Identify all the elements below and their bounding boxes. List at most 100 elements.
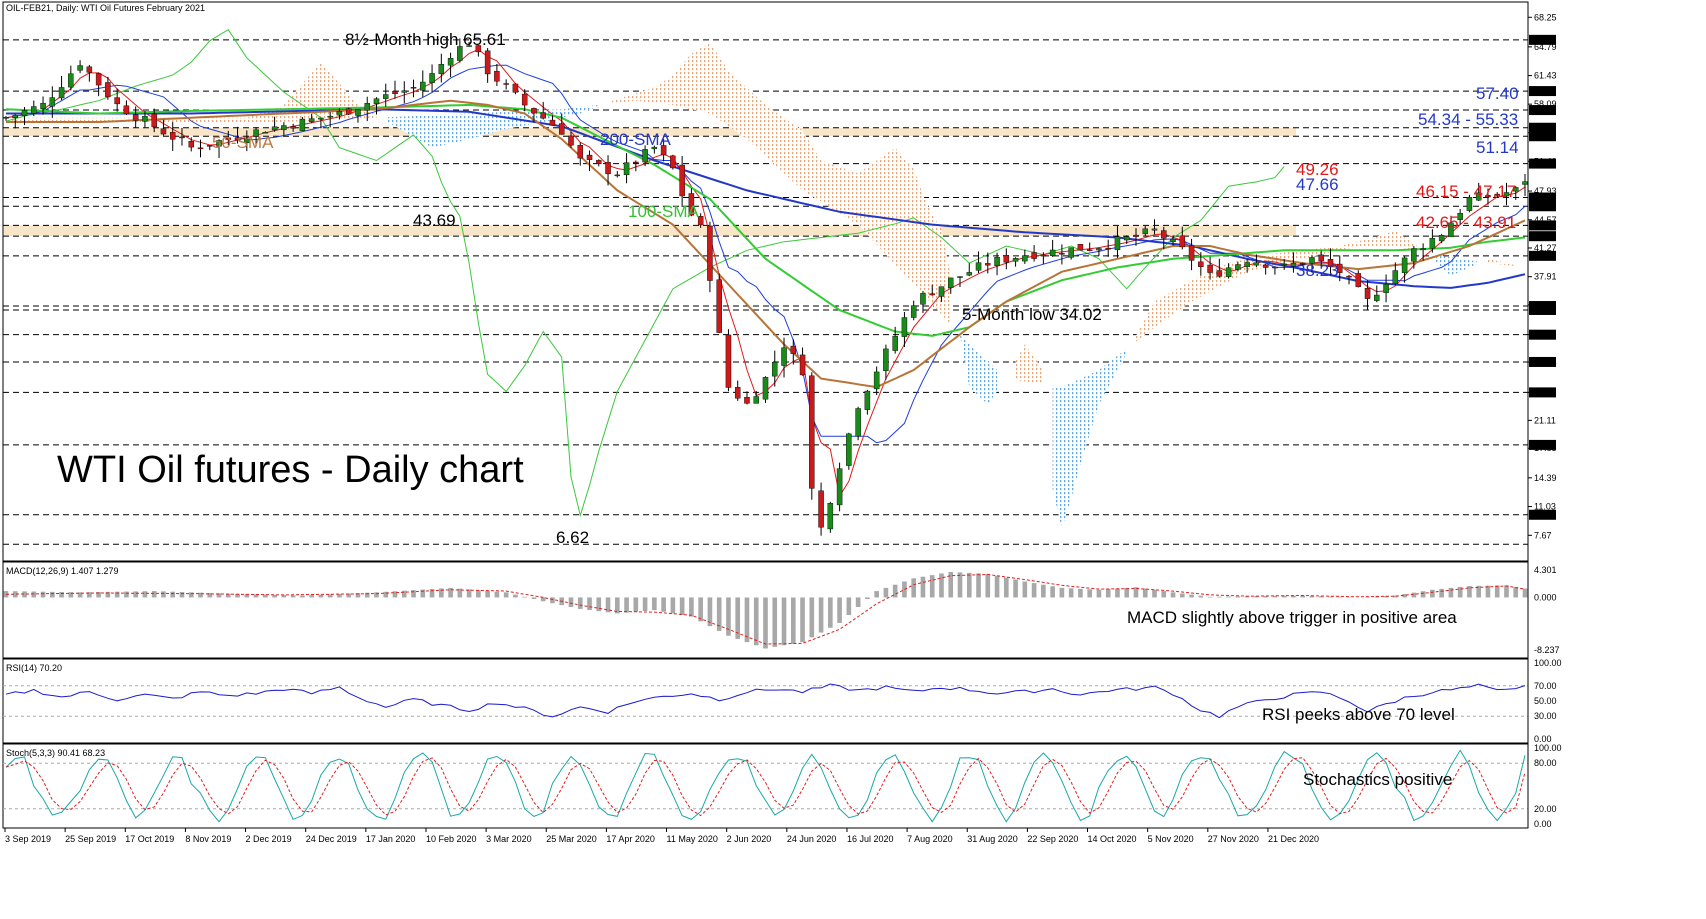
candle-body: [21, 110, 28, 116]
candle-body: [271, 126, 278, 131]
candle-body: [1512, 187, 1519, 192]
annotation-feb-low: 43.69: [413, 211, 456, 230]
candle-body: [40, 102, 46, 110]
rsi-line: [5, 683, 1526, 719]
candle-body: [1337, 263, 1343, 273]
candle-body: [985, 263, 991, 266]
level-tag-label: 65.61: [1531, 35, 1554, 45]
candle-body: [1364, 288, 1371, 299]
macd-signal-line: [5, 573, 1526, 645]
candle-body: [549, 119, 556, 126]
candle-body: [151, 113, 157, 128]
candle-body: [633, 161, 639, 164]
candle-body: [660, 145, 667, 156]
price-tick-label: 44.57: [1534, 215, 1557, 225]
candle-body: [1318, 254, 1324, 262]
candle-body: [262, 132, 269, 134]
level-tag-label: 47.17: [1531, 193, 1554, 203]
candle-body: [558, 123, 565, 135]
candle-body: [244, 138, 250, 143]
candle-body: [336, 111, 343, 116]
candle-body: [623, 162, 630, 176]
candle-body: [475, 45, 482, 53]
candle-body: [1401, 257, 1408, 274]
candle-body: [429, 73, 435, 83]
ichimoku-cloud: [960, 334, 998, 405]
level-tag-bg: [1529, 220, 1556, 231]
candle-body: [568, 135, 574, 146]
candle-body: [216, 140, 222, 147]
candle-body: [1012, 258, 1019, 262]
label-47-66: 47.66: [1296, 175, 1339, 194]
price-tick-label: 14.39: [1534, 473, 1557, 483]
candle-body: [688, 193, 695, 216]
candle-body: [1105, 247, 1111, 250]
level-tag-label: 59.62: [1531, 87, 1554, 97]
candle-body: [744, 396, 750, 404]
price-tick-label: 37.91: [1534, 272, 1557, 282]
candle-body: [281, 125, 287, 131]
candle-body: [512, 83, 519, 93]
candle-body: [160, 128, 167, 135]
price-tick-label: 7.67: [1534, 530, 1552, 540]
candle-body: [188, 141, 194, 148]
candle-body: [86, 66, 93, 73]
date-tick-label: 25 Sep 2019: [65, 834, 116, 844]
candle-body: [799, 354, 806, 376]
candle-body: [1475, 192, 1482, 201]
candle-body: [253, 129, 259, 137]
candle-body: [114, 97, 120, 105]
candle-body: [383, 94, 389, 99]
candle-body: [345, 108, 352, 115]
level-tag-bg: [1529, 387, 1556, 398]
candle-body: [753, 396, 759, 404]
level-tag-bg: [1529, 250, 1556, 261]
rsi-panel: RSI(14) 70.20: [2, 658, 1529, 744]
stoch-d-line: [5, 757, 1526, 817]
candle-body: [1096, 248, 1102, 251]
candle-body: [1383, 283, 1389, 293]
candle-body: [318, 117, 324, 120]
candle-body: [132, 114, 139, 121]
ichimoku-cloud: [1432, 254, 1479, 276]
candle-body: [438, 64, 445, 75]
candle-body: [1327, 259, 1334, 267]
date-tick-label: 3 Sep 2019: [5, 834, 51, 844]
label-sma-50: 50-SMA: [212, 133, 274, 152]
candle-body: [1114, 236, 1121, 251]
candle-body: [642, 149, 648, 163]
date-tick-label: 16 Jul 2020: [847, 834, 894, 844]
candle-body: [855, 408, 861, 437]
macd-tick-label: -8.237: [1534, 645, 1560, 655]
price-tick-label: 58.09: [1534, 99, 1557, 109]
label-sma-200: 200-SMA: [600, 130, 672, 149]
candle-body: [1235, 264, 1241, 270]
candle-body: [910, 305, 917, 318]
price-tick-label: 47.93: [1534, 186, 1557, 196]
candle-body: [1161, 230, 1167, 239]
rsi-tick-label: 100.00: [1534, 658, 1562, 668]
candle-body: [105, 82, 111, 98]
candle-body: [447, 58, 454, 66]
candle-body: [77, 65, 83, 71]
candle-body: [883, 348, 889, 371]
level-tag-bg: [1529, 231, 1556, 242]
level-tag-bg: [1529, 158, 1556, 169]
level-tag-bg: [1529, 304, 1556, 315]
rsi-tick-label: 50.00: [1534, 696, 1557, 706]
macd-header: MACD(12,26,9) 1.407 1.279: [6, 566, 119, 576]
date-tick-label: 31 Aug 2020: [967, 834, 1018, 844]
candle-body: [1457, 212, 1463, 220]
label-zone-mid: 46.15 - 47.17: [1416, 182, 1516, 201]
candle-body: [975, 262, 982, 271]
candle-body: [966, 272, 973, 276]
candle-body: [1022, 255, 1028, 262]
level-tag-label: 24.38: [1531, 357, 1554, 367]
candle-body: [957, 276, 963, 278]
date-tick-label: 5 Nov 2020: [1148, 834, 1194, 844]
candle-body: [1429, 238, 1436, 249]
date-tick-label: 8 Nov 2019: [185, 834, 231, 844]
candle-body: [873, 371, 880, 390]
candle-body: [901, 317, 908, 337]
candle-body: [521, 93, 528, 106]
